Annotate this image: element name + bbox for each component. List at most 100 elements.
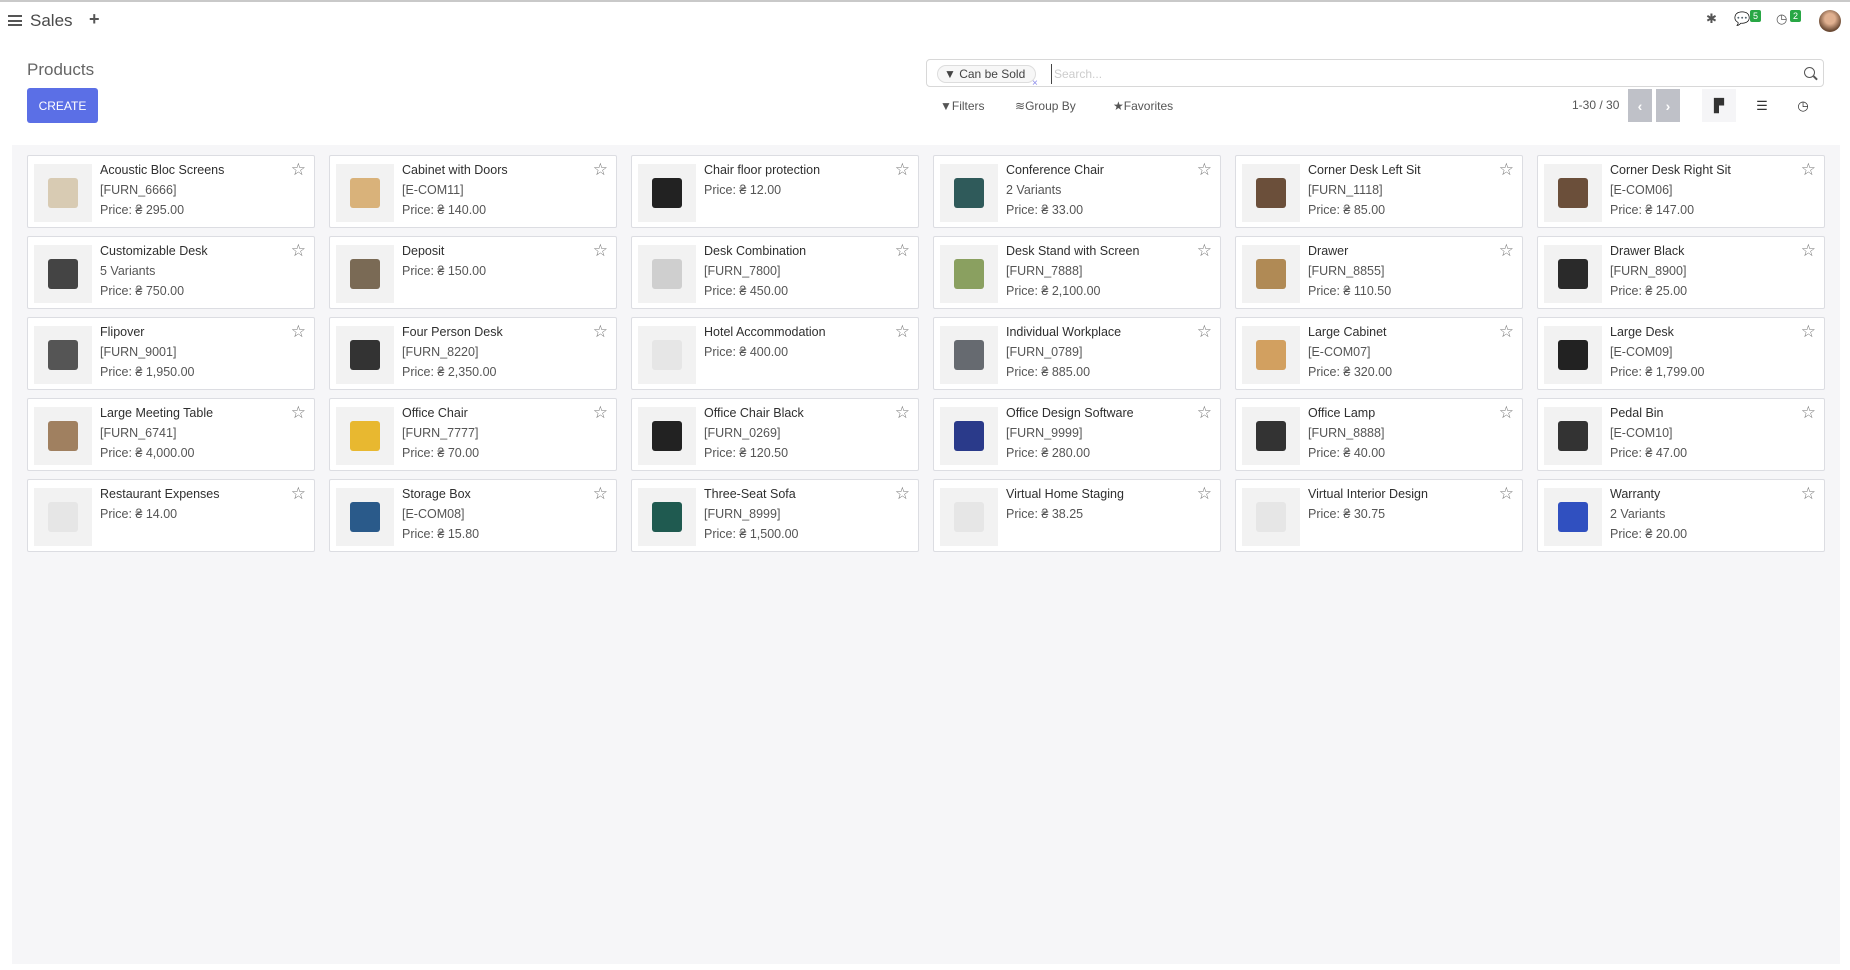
favorite-star-icon[interactable]: ☆: [1498, 403, 1514, 422]
product-card[interactable]: Desk Combination [FURN_7800] Price: ₴ 450.…: [631, 236, 919, 309]
favorite-star-icon[interactable]: ☆: [1498, 160, 1514, 179]
product-card[interactable]: Customizable Desk 5 Variants Price: ₴ 750.…: [27, 236, 315, 309]
favorite-star-icon[interactable]: ☆: [592, 160, 608, 179]
favorite-star-icon[interactable]: ☆: [592, 322, 608, 341]
favorite-star-icon[interactable]: ☆: [1196, 484, 1212, 503]
filters-dropdown[interactable]: ▼Filters: [940, 99, 985, 113]
favorite-star-icon[interactable]: ☆: [592, 241, 608, 260]
messages-badge: 5: [1750, 10, 1762, 22]
favorite-star-icon[interactable]: ☆: [290, 241, 306, 260]
product-card[interactable]: Desk Stand with Screen [FURN_7888] Price: …: [933, 236, 1221, 309]
product-card[interactable]: Office Chair [FURN_7777] Price: ₴ 70.00 ☆: [329, 398, 617, 471]
activity-view-button[interactable]: ◷: [1786, 89, 1820, 122]
product-image: [34, 407, 92, 465]
app-title[interactable]: Sales: [30, 11, 73, 30]
product-card[interactable]: Hotel Accommodation Price: ₴ 400.00 ☆: [631, 317, 919, 390]
product-image: [638, 488, 696, 546]
product-card[interactable]: Corner Desk Right Sit [E-COM06] Price: ₴ 1…: [1537, 155, 1825, 228]
favorite-star-icon[interactable]: ☆: [1196, 241, 1212, 260]
product-reference: [E-COM10]: [1610, 426, 1673, 440]
search-icon[interactable]: [1804, 67, 1815, 78]
favorite-star-icon[interactable]: ☆: [1800, 160, 1816, 179]
product-card[interactable]: Deposit Price: ₴ 150.00 ☆: [329, 236, 617, 309]
product-price: Price: ₴ 147.00: [1610, 203, 1695, 217]
favorite-star-icon[interactable]: ☆: [894, 322, 910, 341]
product-card[interactable]: Corner Desk Left Sit [FURN_1118] Price: ₴ …: [1235, 155, 1523, 228]
favorite-star-icon[interactable]: ☆: [894, 484, 910, 503]
product-card[interactable]: Large Meeting Table [FURN_6741] Price: ₴ 4…: [27, 398, 315, 471]
product-name: Flipover: [100, 325, 145, 339]
product-card[interactable]: Office Chair Black [FURN_0269] Price: ₴ 12…: [631, 398, 919, 471]
favorites-dropdown[interactable]: ★Favorites: [1113, 99, 1173, 113]
product-card[interactable]: Flipover [FURN_9001] Price: ₴ 1,950.00 ☆: [27, 317, 315, 390]
product-image: [34, 245, 92, 303]
product-card[interactable]: Three-Seat Sofa [FURN_8999] Price: ₴ 1,500…: [631, 479, 919, 552]
favorite-star-icon[interactable]: ☆: [1196, 403, 1212, 422]
product-card[interactable]: Pedal Bin [E-COM10] Price: ₴ 47.00 ☆: [1537, 398, 1825, 471]
product-price: Price: ₴ 150.00: [402, 264, 487, 278]
product-card[interactable]: Restaurant Expenses Price: ₴ 14.00 ☆: [27, 479, 315, 552]
favorite-star-icon[interactable]: ☆: [1800, 403, 1816, 422]
product-card[interactable]: Office Design Software [FURN_9999] Price: …: [933, 398, 1221, 471]
list-view-button[interactable]: ☰: [1745, 89, 1779, 122]
pager-value[interactable]: 1-30 / 30: [1572, 98, 1620, 112]
product-card[interactable]: Drawer Black [FURN_8900] Price: ₴ 25.00 ☆: [1537, 236, 1825, 309]
product-card[interactable]: Virtual Home Staging Price: ₴ 38.25 ☆: [933, 479, 1221, 552]
create-button[interactable]: CREATE: [27, 88, 98, 123]
product-image: [34, 164, 92, 222]
favorite-star-icon[interactable]: ☆: [894, 160, 910, 179]
new-tab-plus-icon[interactable]: +: [89, 9, 100, 29]
product-card[interactable]: Large Cabinet [E-COM07] Price: ₴ 320.00 ☆: [1235, 317, 1523, 390]
favorite-star-icon[interactable]: ☆: [1498, 322, 1514, 341]
activities-badge: 2: [1790, 10, 1802, 22]
favorite-star-icon[interactable]: ☆: [1800, 241, 1816, 260]
product-card[interactable]: Drawer [FURN_8855] Price: ₴ 110.50 ☆: [1235, 236, 1523, 309]
pager-next-button[interactable]: ›: [1656, 89, 1680, 122]
favorite-star-icon[interactable]: ☆: [1196, 160, 1212, 179]
group-by-dropdown[interactable]: ≋Group By: [1015, 99, 1076, 113]
product-card[interactable]: Cabinet with Doors [E-COM11] Price: ₴ 140.…: [329, 155, 617, 228]
bug-icon[interactable]: ✱: [1706, 11, 1717, 26]
favorite-star-icon[interactable]: ☆: [290, 160, 306, 179]
pager-previous-button[interactable]: ‹: [1628, 89, 1652, 122]
hamburger-menu-icon[interactable]: [8, 15, 22, 26]
favorite-star-icon[interactable]: ☆: [1800, 322, 1816, 341]
product-reference: [FURN_0269]: [704, 426, 781, 440]
product-card[interactable]: Four Person Desk [FURN_8220] Price: ₴ 2,35…: [329, 317, 617, 390]
product-image: [638, 164, 696, 222]
user-avatar[interactable]: [1819, 10, 1841, 32]
favorite-star-icon[interactable]: ☆: [1800, 484, 1816, 503]
product-name: Large Cabinet: [1308, 325, 1387, 339]
favorite-star-icon[interactable]: ☆: [1498, 241, 1514, 260]
remove-facet-icon[interactable]: ×: [1032, 78, 1038, 89]
product-card[interactable]: Storage Box [E-COM08] Price: ₴ 15.80 ☆: [329, 479, 617, 552]
favorite-star-icon[interactable]: ☆: [290, 484, 306, 503]
product-image: [940, 488, 998, 546]
favorite-star-icon[interactable]: ☆: [894, 241, 910, 260]
favorite-star-icon[interactable]: ☆: [592, 403, 608, 422]
search-input[interactable]: [1051, 64, 1751, 84]
favorite-star-icon[interactable]: ☆: [290, 403, 306, 422]
favorite-star-icon[interactable]: ☆: [894, 403, 910, 422]
search-bar: ▼ Can be Sold ×: [926, 59, 1824, 89]
product-card[interactable]: Conference Chair 2 Variants Price: ₴ 33.00…: [933, 155, 1221, 228]
product-card[interactable]: Large Desk [E-COM09] Price: ₴ 1,799.00 ☆: [1537, 317, 1825, 390]
favorite-star-icon[interactable]: ☆: [290, 322, 306, 341]
favorite-star-icon[interactable]: ☆: [1498, 484, 1514, 503]
favorite-star-icon[interactable]: ☆: [592, 484, 608, 503]
product-name: Deposit: [402, 244, 445, 258]
product-card[interactable]: Office Lamp [FURN_8888] Price: ₴ 40.00 ☆: [1235, 398, 1523, 471]
product-image: [1242, 326, 1300, 384]
product-price: Price: ₴ 450.00: [704, 284, 789, 298]
favorite-star-icon[interactable]: ☆: [1196, 322, 1212, 341]
kanban-view-button[interactable]: ▛: [1702, 89, 1736, 122]
activities-clock-icon[interactable]: ◷: [1776, 11, 1788, 26]
product-image: [940, 326, 998, 384]
product-card[interactable]: Chair floor protection Price: ₴ 12.00 ☆: [631, 155, 919, 228]
product-card[interactable]: Warranty 2 Variants Price: ₴ 20.00 ☆: [1537, 479, 1825, 552]
product-card[interactable]: Virtual Interior Design Price: ₴ 30.75 ☆: [1235, 479, 1523, 552]
product-card[interactable]: Individual Workplace [FURN_0789] Price: ₴ …: [933, 317, 1221, 390]
product-card[interactable]: Acoustic Bloc Screens [FURN_6666] Price: ₴…: [27, 155, 315, 228]
product-name: Cabinet with Doors: [402, 163, 508, 177]
messages-icon[interactable]: 💬: [1734, 11, 1751, 26]
